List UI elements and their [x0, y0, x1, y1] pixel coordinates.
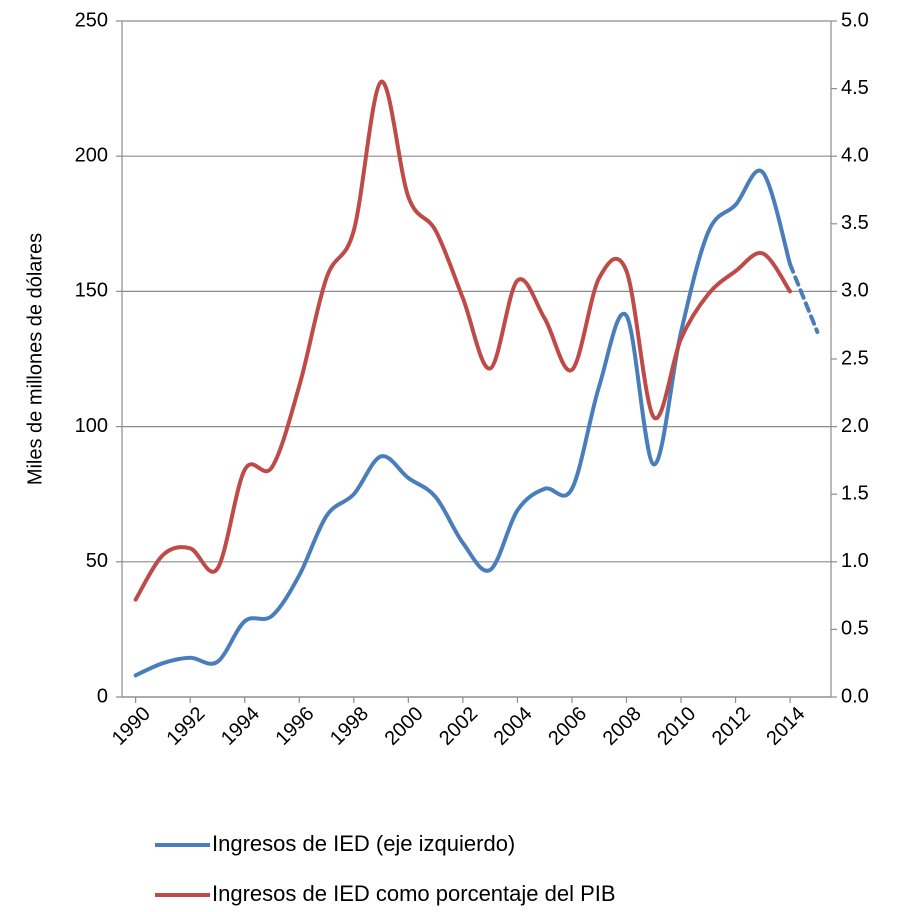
y2-tick-label: 2.0: [841, 415, 869, 437]
x-tick-label: 2008: [599, 703, 646, 750]
x-tick-label: 2006: [544, 703, 591, 750]
y-tick-label: 150: [75, 280, 108, 302]
series-line: [133, 168, 793, 678]
y2-tick-label: 3.5: [841, 212, 869, 234]
x-tick-label: 1990: [108, 703, 155, 750]
y2-tick-label: 5.0: [841, 9, 869, 31]
x-tick-label: 2004: [490, 703, 537, 750]
series-line: [788, 262, 820, 334]
y2-tick-label: 4.5: [841, 77, 869, 99]
y2-tick-label: 1.5: [841, 482, 869, 504]
x-tick-label: 1994: [217, 703, 264, 750]
legend-label: Ingresos de IED como porcentaje del PIB: [212, 881, 616, 906]
y2-tick-label: 0.5: [841, 618, 869, 640]
y-tick-label: 50: [86, 550, 108, 572]
y2-tick-label: 3.0: [841, 280, 869, 302]
y2-tick-label: 2.5: [841, 347, 869, 369]
x-tick-label: 1998: [326, 703, 373, 750]
x-tick-label: 2012: [708, 703, 755, 750]
y-tick-label: 200: [75, 144, 108, 166]
x-tick-label: 1992: [162, 703, 209, 750]
x-tick-label: 2010: [653, 703, 700, 750]
x-tick-label: 2002: [435, 703, 482, 750]
x-tick-label: 2000: [381, 703, 428, 750]
x-tick-label: 2014: [762, 703, 809, 750]
y2-tick-label: 4.0: [841, 144, 869, 166]
y-axis-label: Miles de millones de dólares: [24, 233, 46, 485]
legend-label: Ingresos de IED (eje izquierdo): [212, 831, 515, 856]
y-tick-label: 0: [97, 685, 108, 707]
y-tick-label: 100: [75, 415, 108, 437]
y2-tick-label: 1.0: [841, 550, 869, 572]
y-tick-label: 250: [75, 9, 108, 31]
x-tick-label: 1996: [271, 703, 318, 750]
y2-tick-label: 0.0: [841, 685, 869, 707]
series-line: [133, 79, 793, 602]
